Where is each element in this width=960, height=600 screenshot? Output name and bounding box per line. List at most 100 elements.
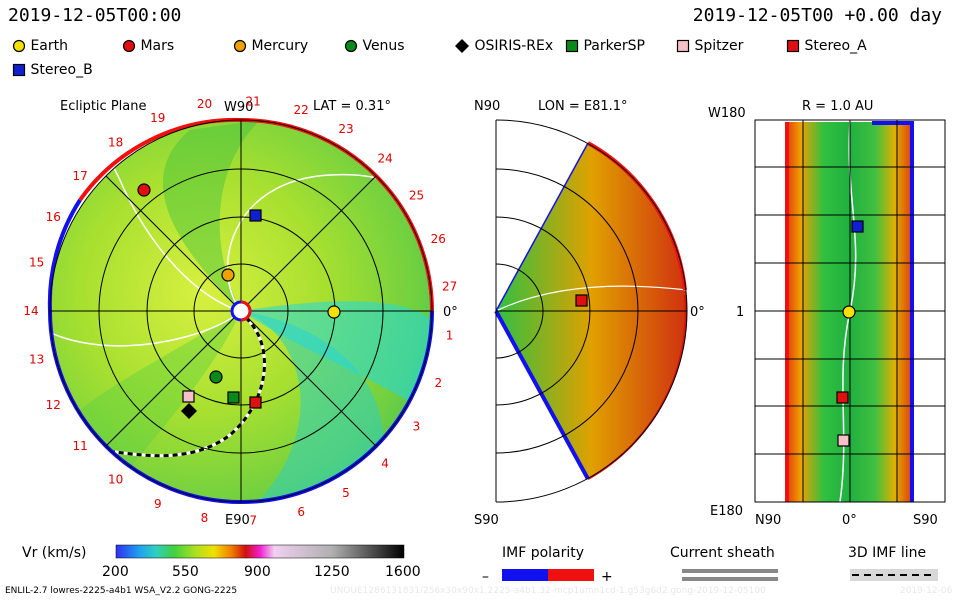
ecliptic-w90-label: W90 (224, 100, 253, 115)
sheath-swatch-top (682, 569, 778, 573)
legend-stereo-a: Stereo_A (786, 38, 867, 54)
stereo-b-marker-icon (12, 63, 26, 77)
carrington-label-2: 2 (434, 376, 442, 390)
meridional-stereo-a-marker (575, 294, 588, 307)
latlon-n90-label: N90 (755, 513, 781, 528)
latlon-w180-label: W180 (708, 106, 746, 121)
carrington-label-12: 12 (46, 398, 61, 412)
imf-negative-swatch (502, 569, 548, 581)
carrington-label-16: 16 (46, 210, 61, 224)
imf-plus-label: + (601, 569, 613, 585)
imf-3d-legend: 3D IMF line (848, 545, 938, 581)
timestamp-left: 2019-12-05T00:00 (8, 5, 182, 26)
run-watermark: UNOUE1286131831/256x30x90x1.2225-a4b1.32… (330, 586, 766, 596)
latlon-stereo-a-marker (836, 391, 849, 404)
carrington-label-13: 13 (29, 352, 44, 366)
carrington-label-17: 17 (72, 169, 87, 183)
mercury-marker (221, 268, 235, 282)
meridional-lon-label: LON = E81.1° (538, 99, 628, 114)
latlon-panel: R = 1.0 AU W180 1 E180 N90 0° S90 (708, 99, 946, 528)
latlon-earth-marker (842, 305, 856, 319)
latlon-stereo-b-marker (851, 220, 864, 233)
mercury-marker-icon (233, 39, 247, 53)
current-sheath-label: Current sheath (670, 545, 775, 561)
colorbar-tick-200: 200 (102, 564, 129, 580)
mars-marker-icon (122, 39, 136, 53)
meridional-n90-label: N90 (474, 99, 500, 114)
venus-marker (209, 370, 223, 384)
ecliptic-zero-label: 0° (443, 305, 458, 320)
carrington-label-18: 18 (108, 136, 123, 150)
imf-minus-label: – (482, 569, 489, 585)
ecliptic-title: Ecliptic Plane (60, 99, 146, 114)
colorbar-tick-1250: 1250 (314, 564, 350, 580)
carrington-label-1: 1 (446, 328, 454, 342)
stereo-a-marker-icon (786, 39, 800, 53)
model-footer: ENLIL-2.7 lowres-2225-a4b1 WSA_V2.2 GONG… (5, 586, 238, 596)
carrington-label-19: 19 (150, 111, 165, 125)
imf-positive-swatch (548, 569, 594, 581)
latlon-e180-label: E180 (710, 504, 743, 519)
colorbar-gradient (115, 544, 405, 559)
latlon-one-label: 1 (736, 305, 744, 320)
colorbar-tick-550: 550 (172, 564, 199, 580)
parkersp-marker (227, 391, 240, 404)
latlon-r-label: R = 1.0 AU (802, 99, 873, 114)
legend-earth: Earth (12, 38, 68, 54)
spitzer-marker-icon (676, 39, 690, 53)
carrington-label-3: 3 (413, 419, 421, 433)
ecliptic-lat-label: LAT = 0.31° (313, 99, 391, 114)
legend-stereo-b: Stereo_B (12, 62, 93, 78)
mars-marker (137, 183, 151, 197)
diamond-marker-icon (455, 39, 469, 53)
carrington-label-6: 6 (297, 505, 305, 519)
legend-mars: Mars (122, 38, 174, 54)
meridional-panel: N90 LON = E81.1° S90 0° (474, 99, 705, 528)
current-sheath-legend: Current sheath (670, 545, 778, 581)
carrington-label-25: 25 (409, 189, 424, 203)
colorbar-tick-1600: 1600 (385, 564, 421, 580)
ecliptic-e90-label: E90 (225, 513, 250, 528)
meridional-s90-label: S90 (474, 513, 499, 528)
carrington-label-7: 7 (249, 514, 257, 528)
carrington-label-9: 9 (154, 497, 162, 511)
carrington-label-11: 11 (72, 439, 87, 453)
carrington-label-8: 8 (201, 511, 209, 525)
earth-marker (327, 305, 341, 319)
legend-mercury: Mercury (233, 38, 308, 54)
date-watermark: 2019-12-06 (900, 586, 953, 596)
imf-polarity-label: IMF polarity (502, 545, 584, 561)
venus-marker-icon (344, 39, 358, 53)
osiris-rex-marker (181, 403, 197, 419)
carrington-label-20: 20 (197, 97, 212, 111)
body-legend: Earth Mars Mercury Venus OSIRIS-REx Park… (12, 38, 912, 88)
carrington-label-10: 10 (108, 472, 123, 486)
meridional-zero-label: 0° (690, 305, 705, 320)
legend-osiris-rex: OSIRIS-REx (454, 38, 553, 54)
carrington-label-23: 23 (338, 122, 353, 136)
carrington-label-5: 5 (342, 486, 350, 500)
vr-colorbar: Vr (km/s) 200 550 900 1250 1600 (22, 544, 421, 580)
earth-marker-icon (12, 39, 26, 53)
timestamp-right: 2019-12-05T00 +0.00 day (692, 5, 942, 26)
stereo-a-marker (249, 396, 262, 409)
imf-polarity-legend: IMF polarity – + (482, 545, 613, 585)
colorbar-tick-900: 900 (244, 564, 271, 580)
carrington-label-22: 22 (294, 103, 309, 117)
carrington-label-21: 21 (246, 94, 261, 108)
latlon-spitzer-marker (837, 434, 850, 447)
latlon-zero-label: 0° (842, 513, 857, 528)
carrington-label-14: 14 (23, 304, 38, 318)
parker-marker-icon (565, 39, 579, 53)
carrington-longitude-labels: 20 21222324252627123456789101112131415161… (23, 94, 457, 527)
carrington-label-15: 15 (29, 256, 44, 270)
carrington-label-27: 27 (442, 280, 457, 294)
imf-3d-label: 3D IMF line (848, 545, 926, 561)
carrington-label-4: 4 (381, 457, 389, 471)
ecliptic-plane-panel: Ecliptic Plane W90 LAT = 0.31° E90 0° 20… (23, 94, 457, 528)
legend-spitzer: Spitzer (676, 38, 743, 54)
carrington-label-26: 26 (431, 232, 446, 246)
sheath-swatch-bottom (682, 577, 778, 581)
colorbar-label: Vr (km/s) (22, 545, 86, 561)
